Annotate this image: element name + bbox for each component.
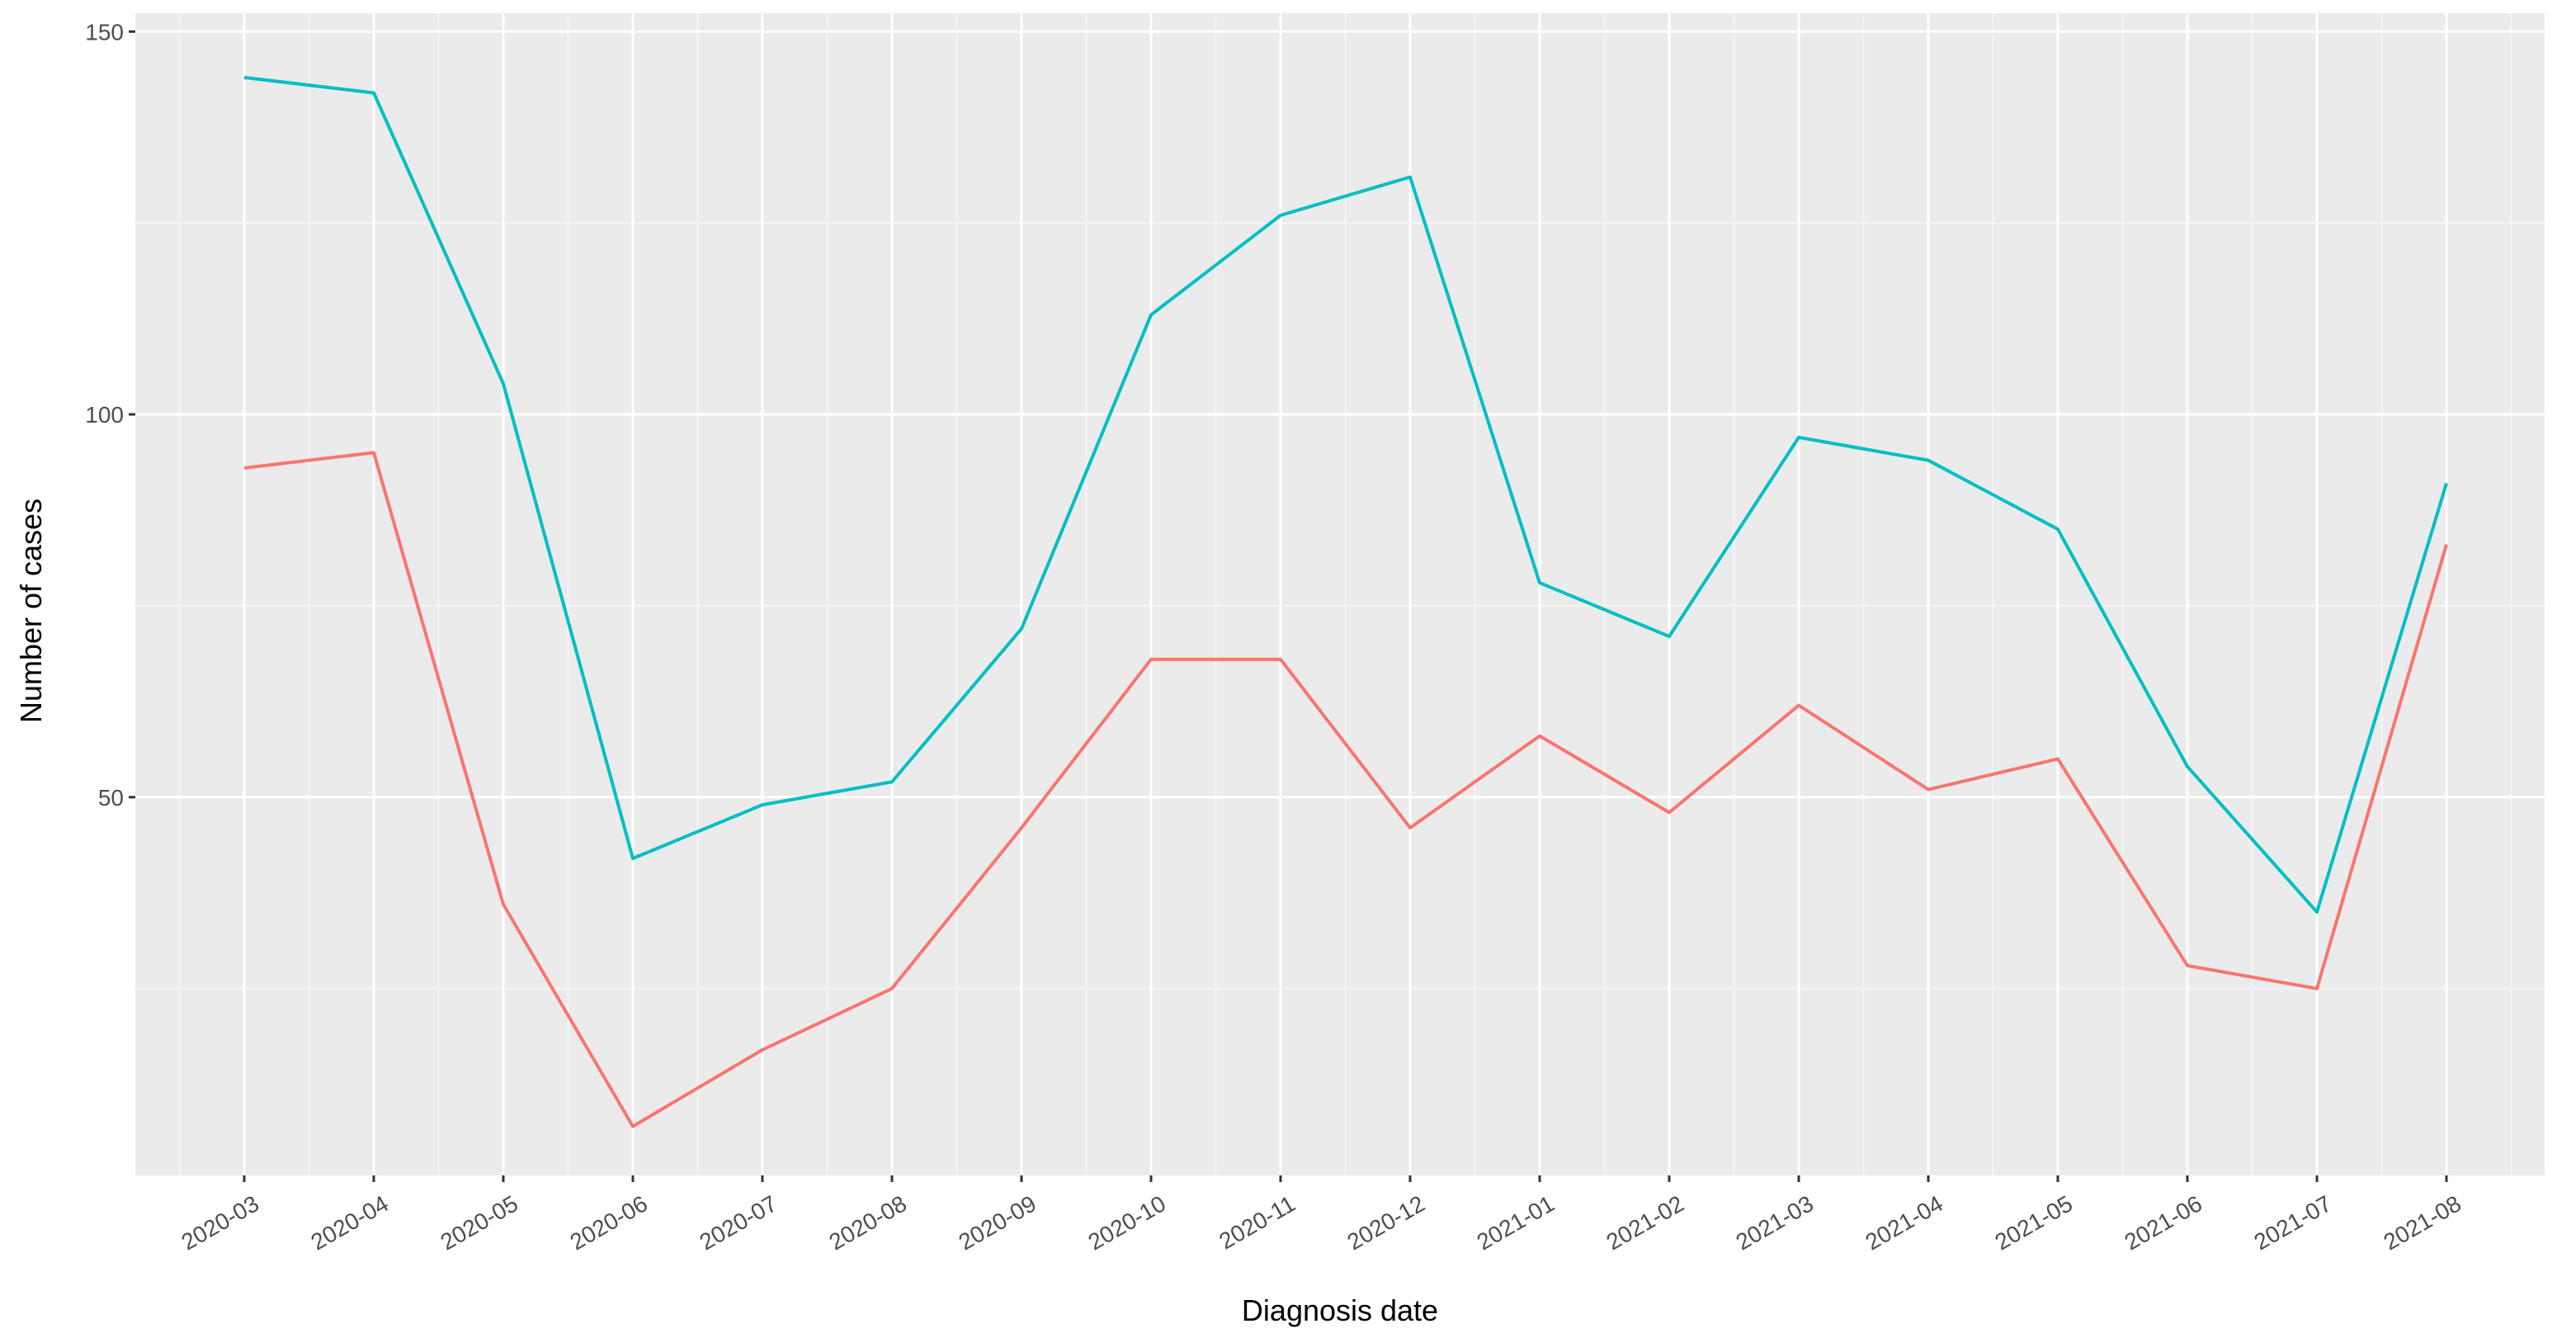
x-tick-label: 2020-10 [1084,1190,1170,1255]
x-tick-label: 2020-03 [177,1190,263,1255]
x-tick-label: 2021-02 [1602,1190,1688,1255]
x-tick-label: 2020-08 [825,1190,911,1255]
x-tick-label: 2020-06 [566,1190,652,1255]
x-tick-label: 2020-11 [1215,1190,1300,1254]
x-tick-label: 2021-05 [1991,1190,2077,1255]
x-tick-label: 2021-01 [1473,1190,1559,1255]
y-axis-title: Number of cases [14,499,48,723]
series-line [243,451,2448,1128]
x-tick-label: 2020-12 [1343,1190,1429,1255]
x-tick-label: 2020-07 [696,1190,781,1255]
x-tick-label: 2021-08 [2380,1190,2465,1255]
x-tick-label: 2021-03 [1732,1190,1818,1255]
plot-panel [135,13,2545,1175]
x-tick-label: 2021-06 [2121,1190,2206,1255]
x-tick-label: 2020-04 [307,1190,393,1255]
x-tick-label: 2020-09 [955,1190,1040,1255]
x-axis-title: Diagnosis date [1242,1293,1438,1327]
y-tick-label: 100 [85,402,124,428]
x-tick-label: 2021-07 [2250,1190,2336,1255]
y-tick-label: 150 [85,19,124,45]
series-line [243,75,2448,914]
y-tick-label: 50 [98,785,124,811]
x-tick-label: 2020-05 [436,1190,522,1255]
x-tick-label: 2021-04 [1861,1190,1947,1255]
